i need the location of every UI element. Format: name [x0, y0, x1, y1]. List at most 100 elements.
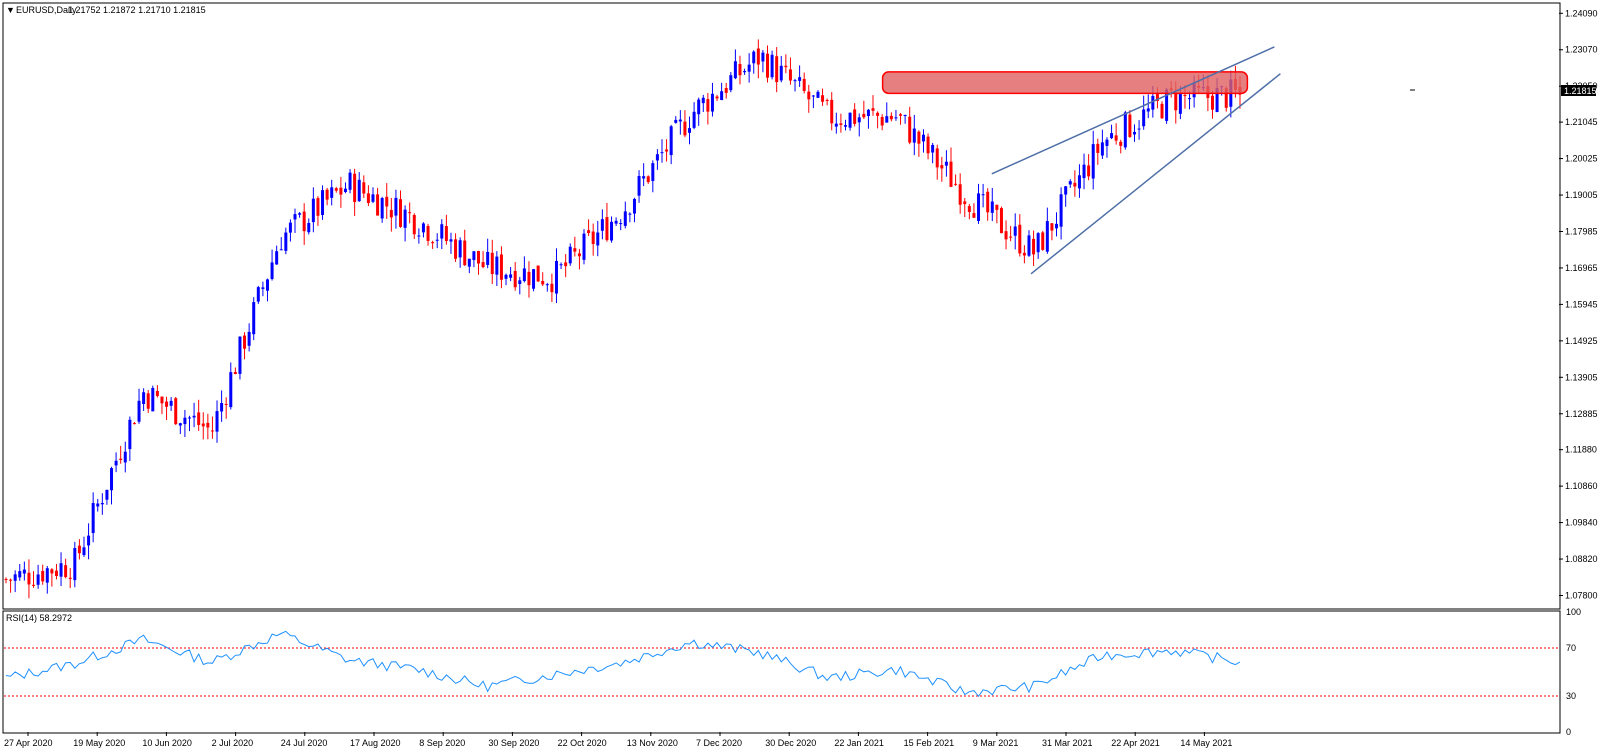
candle-body [9, 579, 13, 581]
candle-body [325, 189, 329, 200]
candle-body [210, 430, 214, 432]
candle-body [1155, 94, 1159, 102]
candle-body [541, 280, 545, 285]
candle-body [174, 398, 178, 425]
candle-body [697, 99, 701, 115]
candle-body [1087, 165, 1091, 177]
candle-body [857, 117, 861, 123]
rsi-series-line [5, 630, 1241, 698]
candle-body [986, 191, 990, 213]
date-tick-label: 30 Sep 2020 [488, 738, 539, 748]
candle-body [96, 503, 100, 507]
candle-body [843, 125, 847, 127]
candle-body [931, 144, 935, 153]
candle-body [357, 179, 361, 202]
candle-body [220, 403, 224, 412]
candle-body [334, 188, 338, 191]
candle-body [1188, 98, 1192, 100]
candle-body [1055, 223, 1059, 229]
candle-body [821, 95, 825, 102]
candle-body [362, 182, 366, 194]
wedge-upper-trendline [991, 46, 1275, 175]
candle-body [68, 577, 72, 579]
candle-body [454, 239, 458, 259]
candle-body [444, 226, 448, 242]
candle-body [243, 335, 247, 349]
candle-body [1077, 175, 1081, 189]
candle-body [169, 400, 173, 406]
candle-body [605, 217, 609, 241]
candle-body [1082, 164, 1086, 179]
symbol-timeframe: EURUSD,Daily [16, 5, 77, 15]
candle-body [110, 468, 114, 491]
candle-body [1009, 236, 1013, 238]
candle-body [64, 565, 68, 578]
candle-body [100, 502, 104, 505]
candle-body [284, 232, 288, 251]
dropdown-arrow-icon[interactable]: ▼ [6, 5, 15, 15]
date-tick-label: 9 Mar 2021 [973, 738, 1019, 748]
candle-body [623, 211, 627, 226]
candle-body [178, 423, 182, 426]
price-tick-label: 1.07800 [1565, 590, 1598, 600]
candle-body [701, 97, 705, 104]
date-tick-label: 17 Aug 2020 [350, 738, 401, 748]
price-tick-label: 1.11880 [1565, 445, 1597, 455]
candle-body [1050, 223, 1054, 231]
candle-body [476, 250, 480, 264]
candle-body [440, 224, 444, 239]
candle-body [1100, 142, 1104, 156]
candle-body [1174, 92, 1178, 111]
candle-body [45, 568, 49, 583]
price-tick-label: 1.24090 [1565, 8, 1598, 18]
candle-body [1059, 194, 1063, 227]
date-tick-label: 22 Oct 2020 [558, 738, 607, 748]
candle-body [298, 213, 302, 215]
candle-body [1091, 144, 1095, 179]
candle-body [559, 264, 563, 266]
candle-body [142, 392, 146, 404]
rsi-tick-label: 0 [1566, 727, 1571, 737]
candle-body [839, 123, 843, 125]
candle-body [261, 287, 265, 289]
candle-body [885, 116, 889, 123]
price-tick-label: 1.13905 [1565, 372, 1598, 382]
candle-body [123, 451, 127, 463]
candle-body [958, 184, 962, 205]
candle-body [91, 503, 95, 534]
candle-body [1146, 108, 1150, 112]
candle-body [660, 152, 664, 154]
candle-body [577, 253, 581, 257]
candle-body [678, 119, 682, 122]
candle-body [27, 572, 31, 585]
candle-body [330, 187, 334, 198]
price-tick-label: 1.17985 [1565, 226, 1598, 236]
price-tick-label: 1.12885 [1565, 409, 1598, 419]
current-price-marker [1561, 85, 1596, 96]
date-tick-label: 15 Feb 2021 [904, 738, 955, 748]
price-tick-label: 1.09840 [1565, 518, 1598, 528]
candle-body [738, 63, 742, 76]
candle-body [1123, 112, 1127, 148]
candle-body [779, 65, 783, 81]
candle-body [128, 419, 132, 450]
candle-body [554, 260, 558, 294]
candle-body [995, 204, 999, 210]
candle-body [999, 208, 1003, 234]
date-tick-label: 27 Apr 2020 [4, 738, 53, 748]
candle-body [155, 390, 159, 396]
candle-body [1013, 226, 1017, 236]
date-tick-label: 7 Dec 2020 [696, 738, 742, 748]
candle-body [197, 412, 201, 425]
price-panel-frame [2, 2, 1561, 610]
candle-body [619, 223, 623, 225]
candle-body [1027, 235, 1031, 256]
candle-body [784, 65, 788, 68]
candle-body [921, 134, 925, 142]
candle-body [766, 53, 770, 78]
candle-body [775, 56, 779, 83]
candle-body [573, 248, 577, 252]
candle-body [917, 131, 921, 144]
